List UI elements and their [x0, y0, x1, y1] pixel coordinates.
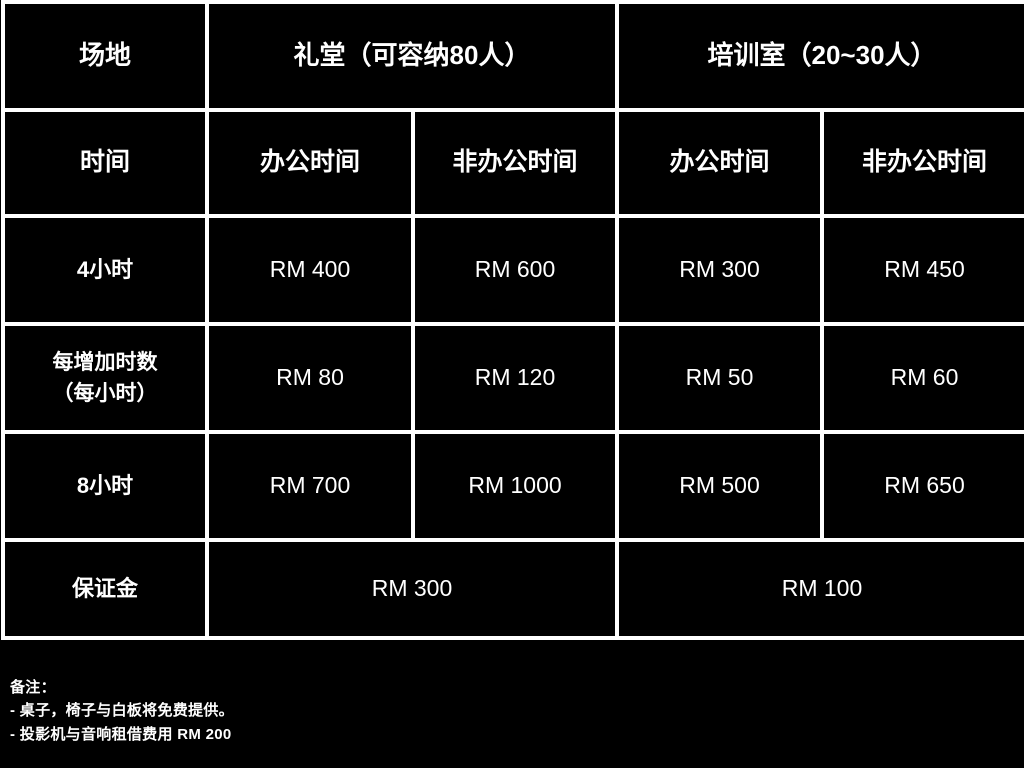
cell-training-after-extra: RM 60 [824, 326, 1024, 430]
cell-training-deposit: RM 100 [619, 542, 1024, 636]
table-row: 每增加时数 （每小时） RM 80 RM 120 RM 50 RM 60 [5, 326, 1024, 430]
row-label-deposit: 保证金 [5, 542, 205, 636]
subheader-cell-hall-after-hours: 非办公时间 [415, 112, 616, 214]
table-subheader-row: 时间 办公时间 非办公时间 办公时间 非办公时间 [5, 112, 1024, 214]
cell-hall-office-extra: RM 80 [209, 326, 411, 430]
subheader-cell-time: 时间 [5, 112, 205, 214]
cell-hall-after-extra: RM 120 [415, 326, 616, 430]
subheader-cell-training-office-hours: 办公时间 [619, 112, 821, 214]
header-cell-venue: 场地 [5, 4, 205, 108]
subheader-cell-hall-office-hours: 办公时间 [209, 112, 411, 214]
cell-hall-deposit: RM 300 [209, 542, 616, 636]
cell-training-after-8h: RM 650 [824, 434, 1024, 538]
table-row: 8小时 RM 700 RM 1000 RM 500 RM 650 [5, 434, 1024, 538]
cell-hall-after-8h: RM 1000 [415, 434, 616, 538]
table-row: 4小时 RM 400 RM 600 RM 300 RM 450 [5, 218, 1024, 322]
row-label-4-hours: 4小时 [5, 218, 205, 322]
row-label-8-hours: 8小时 [5, 434, 205, 538]
subheader-cell-training-after-hours: 非办公时间 [824, 112, 1024, 214]
cell-training-office-4h: RM 300 [619, 218, 821, 322]
venue-pricing-table: 场地 礼堂（可容纳80人） 培训室（20~30人） 时间 办公时间 非办公时间 … [1, 0, 1024, 640]
row-label-extra-hour-line1: 每增加时数 [52, 350, 158, 374]
table-header-row: 场地 礼堂（可容纳80人） 培训室（20~30人） [5, 4, 1024, 108]
footer-note-item: - 投影机与音响租借费用 RM 200 [10, 725, 232, 743]
cell-training-after-4h: RM 450 [824, 218, 1024, 322]
footer-notes: 备注： - 桌子，椅子与白板将免费提供。 - 投影机与音响租借费用 RM 200 [10, 676, 1010, 746]
cell-training-office-8h: RM 500 [619, 434, 821, 538]
cell-hall-office-4h: RM 400 [209, 218, 411, 322]
cell-training-office-extra: RM 50 [619, 326, 821, 430]
cell-hall-office-8h: RM 700 [209, 434, 411, 538]
table-row-deposit: 保证金 RM 300 RM 100 [5, 542, 1024, 636]
cell-hall-after-4h: RM 600 [415, 218, 616, 322]
footer-notes-title: 备注： [10, 679, 56, 696]
header-cell-training-room: 培训室（20~30人） [619, 4, 1024, 108]
row-label-extra-hour: 每增加时数 （每小时） [5, 326, 205, 430]
header-cell-hall: 礼堂（可容纳80人） [209, 4, 616, 108]
footer-note-item: - 桌子，椅子与白板将免费提供。 [10, 702, 234, 720]
row-label-extra-hour-line2: （每小时） [52, 382, 158, 405]
